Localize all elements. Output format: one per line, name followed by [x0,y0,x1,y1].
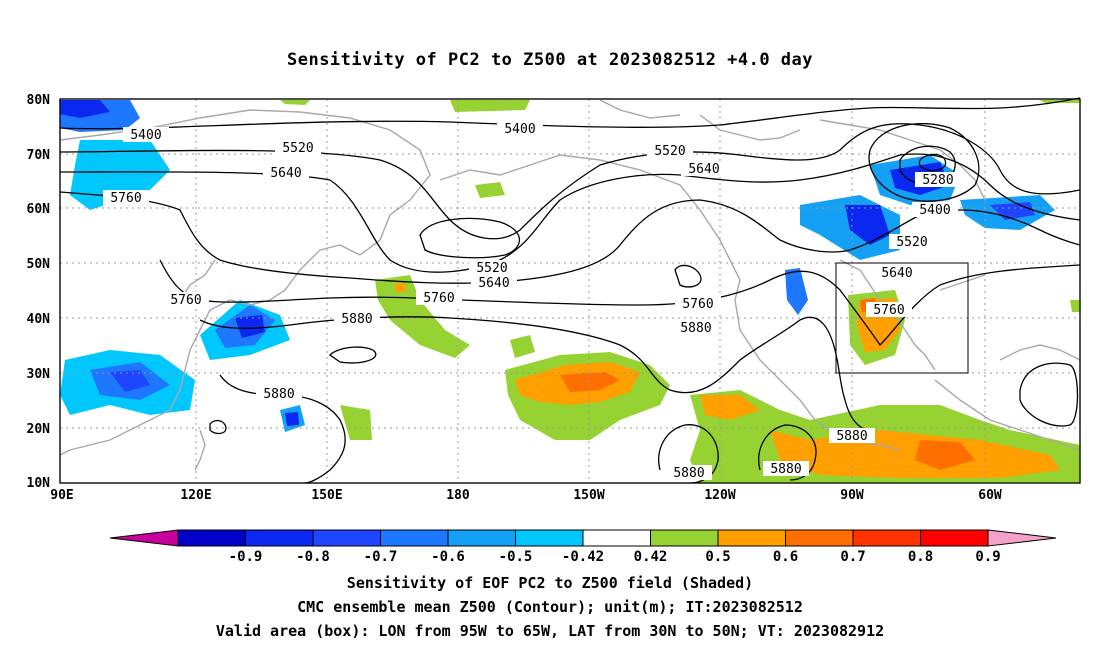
colorbar-tick-label: -0.8 [296,549,330,565]
colorbar-tick-label: 0.9 [975,549,1000,565]
lat-label: 20N [27,422,51,437]
colorbar-cell [312,529,381,547]
svg-text:5880: 5880 [680,321,711,336]
svg-text:5280: 5280 [922,173,953,188]
colorbar-cell [785,529,854,547]
svg-text:5880: 5880 [673,466,704,481]
svg-text:5760: 5760 [873,303,904,318]
svg-text:5880: 5880 [341,312,372,327]
lat-label: 30N [27,367,51,382]
svg-text:5760: 5760 [682,297,713,312]
colorbar-arrow-low [109,529,179,547]
lat-lon-grid [60,99,1080,483]
colorbar-tick-label: 0.42 [634,549,668,565]
colorbar-tick-label: 0.6 [773,549,798,565]
caption-valid-area: Valid area (box): LON from 95W to 65W, L… [215,622,885,640]
valid-area-box [835,262,969,374]
svg-text:5400: 5400 [504,122,535,137]
colorbar-cell [245,529,314,547]
lat-label: 50N [27,257,51,272]
contour-label-group: 5400 5400 5520 5520 5640 5640 5760 5280 … [103,121,961,481]
lon-label: 120W [704,488,735,503]
svg-text:5640: 5640 [478,276,509,291]
lon-axis-labels: 90E 120E 150E 180 150W 120W 90W 60W [50,488,1002,503]
lat-label: 40N [27,312,51,327]
svg-text:5880: 5880 [263,387,294,402]
svg-text:5640: 5640 [270,166,301,181]
colorbar-arrow-high [987,529,1057,547]
colorbar-cell [582,529,651,547]
lat-label: 10N [27,476,51,491]
colorbar-tick-label: -0.9 [229,549,263,565]
lon-label: 60W [978,488,1002,503]
lat-label: 70N [27,148,51,163]
svg-text:5520: 5520 [654,144,685,159]
lon-label: 90E [50,488,73,503]
colorbar-tick-label: 0.8 [908,549,933,565]
svg-text:5640: 5640 [881,266,912,281]
coastlines [59,99,1081,471]
colorbar-cell [717,529,786,547]
colorbar-cell [380,529,449,547]
caption-shaded: Sensitivity of EOF PC2 to Z500 field (Sh… [346,574,754,592]
svg-text:5760: 5760 [170,293,201,308]
lon-label: 150W [573,488,604,503]
svg-text:5880: 5880 [836,429,867,444]
svg-text:5760: 5760 [423,291,454,306]
colorbar-cell [515,529,584,547]
colorbar-tick-label: -0.5 [499,549,533,565]
lon-label: 90W [840,488,864,503]
colorbar-tick-label: -0.6 [431,549,465,565]
colorbar-cell [920,529,989,547]
svg-text:5880: 5880 [770,462,801,477]
colorbar-tick-label: 0.5 [705,549,730,565]
svg-text:5400: 5400 [130,128,161,143]
svg-text:5520: 5520 [282,141,313,156]
chart-title: Sensitivity of PC2 to Z500 at 2023082512… [286,50,813,70]
colorbar-cell [177,529,246,547]
svg-text:5520: 5520 [476,261,507,276]
colorbar-cell [447,529,516,547]
svg-text:5640: 5640 [688,162,719,177]
svg-text:5400: 5400 [919,203,950,218]
colorbar-tick-label: -0.42 [562,549,604,565]
lon-label: 180 [446,488,470,503]
lat-label: 60N [27,202,51,217]
lon-label: 150E [311,488,342,503]
pos-area-arctic [450,100,530,112]
colorbar-tick-label: -0.7 [364,549,398,565]
lon-label: 120E [180,488,211,503]
caption-contour: CMC ensemble mean Z500 (Contour); unit(m… [297,598,803,616]
svg-text:5760: 5760 [110,191,141,206]
colorbar-cell [852,529,921,547]
colorbar-tick-label: 0.7 [840,549,865,565]
neg-area-atlantic [785,268,808,315]
lat-axis-labels: 80N 70N 60N 50N 40N 30N 20N 10N [27,93,51,491]
colorbar-cell [650,529,719,547]
neg-area-siberia [70,140,170,210]
svg-text:5520: 5520 [896,235,927,250]
lat-label: 80N [27,93,51,108]
